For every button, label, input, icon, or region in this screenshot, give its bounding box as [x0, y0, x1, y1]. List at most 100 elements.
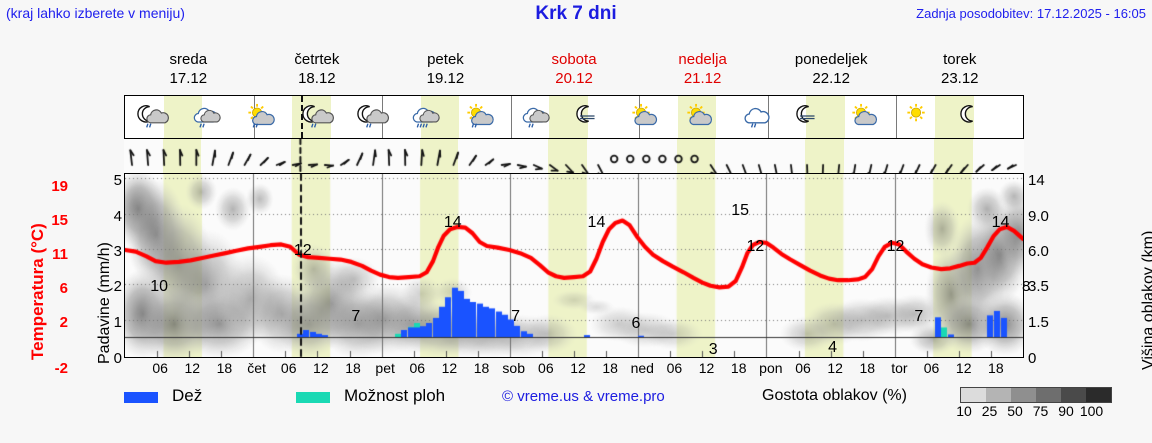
cloud-density-tick-5: 100 [1079, 403, 1104, 419]
temperature-value-label-5: 14 [587, 214, 606, 232]
weather-icon-sun [905, 103, 939, 134]
weather-icon-sun-cloud [850, 103, 884, 134]
day-date: 18.12 [298, 70, 336, 87]
weather-icon-moon-cloud-wind [575, 103, 609, 134]
day-header-6: torek 23.12 [895, 50, 1024, 90]
x-tick-label-2: 18 [216, 360, 233, 376]
temperature-value-label-8: 3 [708, 340, 718, 358]
day-name: sobota [551, 51, 597, 68]
x-tick-label-16: 06 [666, 360, 683, 376]
weather-icon-sun-cloud-rain [465, 103, 499, 134]
precipitation-tick-2: 3 [113, 243, 122, 260]
cloud-density-step-4 [1061, 388, 1086, 402]
cloud-height-tick-5: 0 [1028, 350, 1037, 367]
cloud-density-step-1 [986, 388, 1011, 402]
temperature-value-label-1: 12 [293, 241, 312, 259]
precipitation-legend: Dež Možnost ploh [124, 386, 724, 412]
cloud-density-tick-0: 10 [956, 403, 972, 419]
wind-barb-band [124, 139, 1024, 173]
day-date: 17.12 [169, 70, 208, 87]
x-tick-label-26: 18 [988, 360, 1004, 376]
x-tick-label-12: 06 [538, 360, 554, 376]
cloud-density-gradient-bar [960, 387, 1112, 403]
showers-legend-label: Možnost ploh [344, 386, 446, 405]
temperature-tick-3: 6 [59, 280, 68, 297]
cloud-density-scale-labels: 10 25 50 75 90 100 [952, 403, 1127, 423]
current-time-marker [301, 96, 304, 138]
x-tick-label-23: tor [891, 360, 908, 376]
wind-barbs-canvas [124, 139, 1024, 173]
x-tick-label-15: ned [630, 360, 654, 376]
copyright-notice: © vreme.us & vreme.pro [502, 388, 665, 405]
x-tick-label-10: 18 [473, 360, 490, 376]
weather-icon-moon-cloud-rain [301, 103, 335, 134]
icon-day-separator-3 [511, 96, 512, 138]
temperature-value-label-4: 7 [511, 307, 521, 325]
temperature-tick-4: 2 [59, 314, 68, 331]
x-tick-label-17: 12 [698, 360, 715, 376]
cloud-height-axis-title-label: Višina oblakov (km) [1140, 230, 1152, 370]
x-tick-label-18: 18 [730, 360, 747, 376]
day-date: 19.12 [426, 70, 465, 87]
precipitation-tick-0: 5 [113, 172, 122, 189]
meteogram-plot: 10 12 7 14 7 14 6 15 3 12 4 12 7 14 [124, 173, 1024, 358]
precipitation-tick-1: 4 [113, 208, 122, 225]
x-tick-label-7: pet [375, 360, 395, 376]
day-name: nedelja [678, 51, 727, 68]
weather-icon-sun-cloud [685, 103, 719, 134]
cloud-density-step-2 [1011, 388, 1036, 402]
rain-legend-swatch [124, 392, 158, 403]
day-name: četrtek [294, 51, 340, 68]
last-update: Zadnja posodobitev: 17.12.2025 - 16:05 [916, 6, 1146, 21]
cloud-height-tick-4: 1.5 [1028, 314, 1049, 331]
x-tick-label-1: 12 [184, 360, 201, 376]
showers-legend-swatch [296, 392, 330, 403]
temperature-value-label-6: 6 [631, 315, 641, 333]
cloud-density-legend: Gostota oblakov (%) 10 25 50 75 90 100 [762, 385, 1152, 427]
cloud-height-tick-3: 3.5 [1028, 278, 1049, 295]
cloud-density-tick-1: 25 [981, 403, 998, 419]
page-title: Krk 7 dni [535, 3, 617, 24]
temperature-value-label-13: 14 [991, 214, 1010, 232]
weather-icon-cloud-rain-light [740, 103, 774, 134]
cloud-density-tick-3: 75 [1032, 403, 1049, 419]
cloud-height-tick-0: 14 [1028, 172, 1045, 189]
x-tick-label-4: 06 [280, 360, 297, 376]
precipitation-tick-5: 0 [113, 350, 122, 367]
day-date: 20.12 [555, 70, 593, 87]
temperature-value-label-10: 4 [828, 338, 838, 356]
weather-icon-moon-wind [795, 103, 829, 134]
temperature-axis-title: Temperatura (°C) [6, 178, 47, 368]
day-name: sreda [169, 51, 208, 68]
precipitation-axis-title: Padavine (mm/h) [76, 178, 113, 368]
weather-icon-moon-cloud-rain [356, 103, 390, 134]
rain-legend-label: Dež [172, 386, 203, 405]
x-tick-label-0: 06 [152, 360, 168, 376]
precipitation-tick-4: 1 [113, 314, 122, 331]
cloud-density-step-5 [1086, 388, 1111, 402]
cloud-density-step-3 [1036, 388, 1061, 402]
x-tick-label-3: čet [247, 360, 266, 376]
temperature-value-label-0: 10 [150, 278, 169, 296]
cloud-height-extra-tick: 8 [1022, 278, 1031, 295]
day-header-5: ponedeljek 22.12 [767, 50, 896, 90]
weather-icon-moon [959, 103, 993, 134]
cloud-height-axis-title: Višina oblakov (km) [1120, 178, 1152, 374]
cloud-density-step-0 [961, 388, 986, 402]
day-header-1: četrtek 18.12 [253, 50, 382, 90]
temperature-axis-title-label: Temperatura (°C) [28, 223, 47, 360]
temperature-tick-2: 11 [52, 246, 68, 263]
weather-icon-cloud-rain [191, 103, 225, 134]
temperature-value-label-2: 7 [351, 307, 361, 325]
day-date: 22.12 [812, 70, 850, 87]
weather-icon-band [124, 95, 1024, 139]
icon-daylight-stripe-5 [806, 96, 845, 138]
precipitation-tick-3: 2 [113, 278, 122, 295]
temperature-tick-0: 19 [51, 178, 68, 195]
temperature-value-label-3: 14 [443, 214, 462, 232]
temperature-tick-1: 15 [51, 212, 68, 229]
day-date: 21.12 [683, 70, 722, 87]
x-tick-label-11: sob [502, 360, 525, 376]
x-tick-label-14: 18 [602, 360, 618, 376]
x-tick-label-5: 12 [313, 360, 329, 376]
